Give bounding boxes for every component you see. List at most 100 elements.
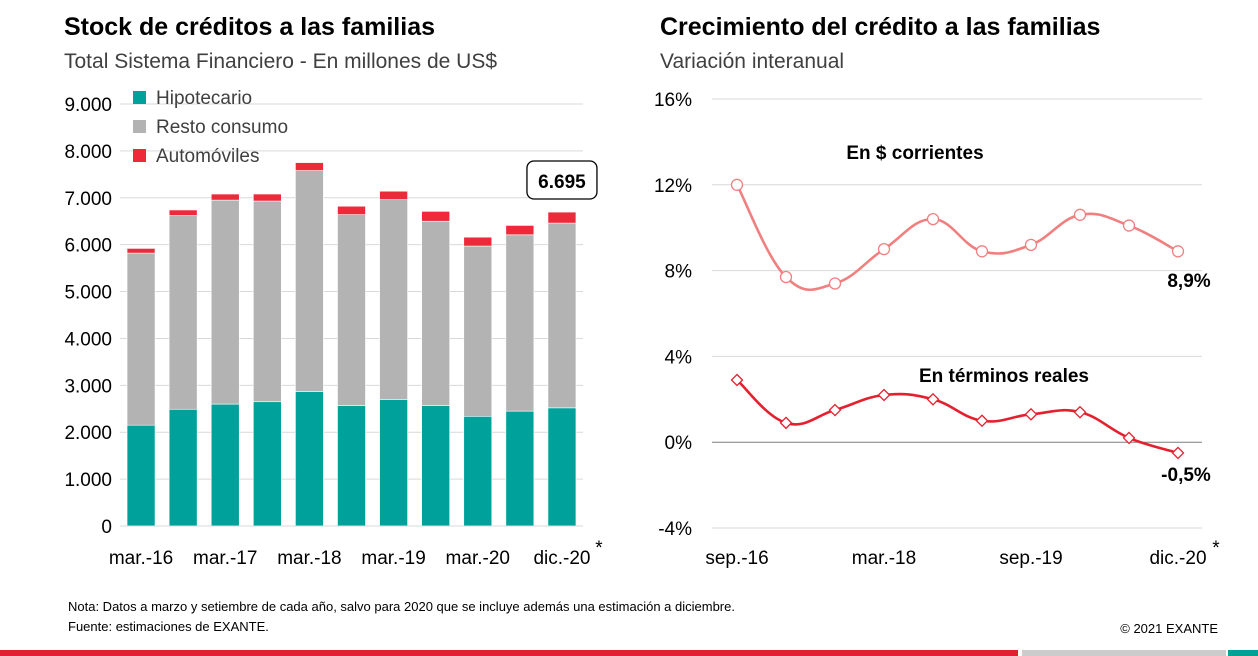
last-value-label: -0,5% — [1161, 465, 1211, 486]
value-annotation: 6.695 — [538, 172, 586, 193]
data-point — [1122, 431, 1136, 445]
bar-segment — [547, 211, 577, 224]
data-point — [877, 242, 891, 256]
bar-segment — [126, 424, 156, 527]
data-point — [730, 373, 744, 387]
series-line — [736, 379, 1179, 455]
bar-segment — [505, 410, 535, 527]
legend-swatch — [133, 149, 146, 162]
copyright-text: © 2021 EXANTE — [1120, 621, 1218, 636]
bar-segment — [126, 252, 156, 426]
bar-segment — [253, 193, 282, 202]
legend-label: Hipotecario — [156, 88, 252, 109]
y-tick-label: 16% — [654, 90, 692, 111]
bar-segment — [210, 193, 240, 201]
bar-segment — [168, 215, 198, 410]
bar-segment — [379, 199, 408, 400]
bar-segment — [547, 222, 577, 409]
y-tick-label: 0% — [665, 433, 693, 454]
bar-segment — [505, 225, 535, 236]
source-text: Fuente: estimaciones de EXANTE. — [68, 619, 269, 634]
bar-segment — [210, 403, 240, 527]
right-chart-subtitle: Variación interanual — [660, 50, 845, 73]
y-tick-label: 8.000 — [64, 142, 112, 163]
legend-swatch — [133, 91, 146, 104]
data-point — [779, 416, 793, 430]
data-point — [1073, 208, 1087, 221]
x-tick-label: dic.-20 — [1149, 548, 1206, 569]
bar-segment — [295, 391, 324, 527]
legend-label: Automóviles — [156, 146, 260, 167]
left-chart-title: Stock de créditos a las familias — [64, 13, 435, 41]
x-tick-label: mar.-18 — [852, 548, 916, 569]
data-point — [975, 245, 989, 258]
y-tick-label: 4% — [665, 347, 693, 368]
bar-segment — [463, 415, 493, 527]
bar-segment — [295, 162, 324, 171]
y-tick-label: 2.000 — [64, 423, 112, 444]
data-point — [1171, 446, 1185, 460]
data-point — [975, 414, 989, 428]
bar-segment — [505, 234, 535, 412]
y-tick-label: 0 — [101, 517, 112, 538]
bottom-bar-teal — [1228, 650, 1258, 656]
data-point — [1122, 219, 1136, 232]
series-label: En términos reales — [919, 366, 1089, 387]
bar-segment — [421, 211, 450, 222]
bar-segment — [421, 405, 450, 527]
bottom-bar-gray — [1022, 650, 1226, 656]
bar-segment — [379, 190, 408, 200]
right-chart-title: Crecimiento del crédito a las familias — [660, 13, 1101, 41]
data-point — [1024, 407, 1038, 421]
x-tick-label: dic.-20 — [533, 548, 590, 569]
data-point — [1024, 238, 1038, 252]
data-point — [779, 270, 793, 284]
value-annotation-box — [526, 160, 598, 200]
bar-segment — [126, 248, 156, 254]
data-point — [877, 388, 891, 402]
bar-segment — [168, 408, 198, 527]
last-value-label: 8,9% — [1167, 271, 1210, 292]
y-tick-label: 1.000 — [64, 470, 112, 491]
bar-segment — [337, 205, 366, 215]
bar-segment — [463, 236, 493, 247]
y-tick-label: 5.000 — [64, 283, 112, 304]
x-tick-label: sep.-16 — [705, 548, 768, 569]
x-tick-label: sep.-19 — [999, 548, 1062, 569]
data-point — [828, 403, 842, 417]
data-point — [828, 277, 842, 290]
series-label: En $ corrientes — [846, 143, 983, 164]
bar-segment — [295, 170, 324, 392]
series-line — [735, 184, 1179, 292]
x-tick-asterisk: * — [595, 538, 603, 559]
y-tick-label: 9.000 — [64, 95, 112, 116]
note-text: Nota: Datos a marzo y setiembre de cada … — [68, 599, 735, 614]
bar-segment — [547, 407, 577, 527]
data-point — [926, 392, 940, 406]
left-chart-subtitle: Total Sistema Financiero - En millones d… — [64, 50, 498, 73]
y-tick-label: 6.000 — [64, 236, 112, 257]
data-point — [926, 212, 940, 226]
legend-label: Resto consumo — [156, 117, 288, 138]
x-tick-asterisk: * — [1212, 538, 1220, 559]
bar-segment — [253, 200, 282, 403]
data-point — [1073, 405, 1087, 419]
bar-segment — [463, 245, 493, 417]
bar-segment — [421, 220, 450, 406]
x-tick-label: mar.-17 — [193, 548, 257, 569]
legend-swatch — [133, 120, 146, 133]
y-tick-label: 4.000 — [64, 329, 112, 350]
bar-segment — [168, 209, 198, 216]
y-tick-label: 7.000 — [64, 189, 112, 210]
x-tick-label: mar.-19 — [361, 548, 425, 569]
bottom-bar-red — [0, 650, 1018, 656]
bar-segment — [253, 401, 282, 527]
data-point — [730, 178, 744, 191]
bar-segment — [379, 399, 408, 527]
data-point — [1171, 245, 1185, 258]
y-tick-label: 8% — [665, 262, 693, 283]
x-tick-label: mar.-16 — [109, 548, 173, 569]
y-tick-label: -4% — [658, 519, 692, 540]
x-tick-label: mar.-20 — [446, 548, 510, 569]
charts-canvas: 0 1.000 2.000 3.000 4.000 5.000 6.000 7.000 8.00… — [64, 88, 1220, 569]
